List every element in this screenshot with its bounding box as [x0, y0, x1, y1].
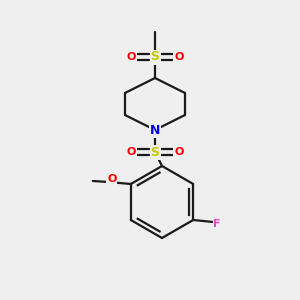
Text: S: S: [151, 146, 160, 158]
Text: O: O: [126, 52, 136, 62]
Text: O: O: [174, 147, 184, 157]
Text: N: N: [150, 124, 160, 136]
Text: O: O: [107, 174, 116, 184]
Text: S: S: [151, 50, 160, 64]
Text: O: O: [126, 147, 136, 157]
Text: F: F: [213, 219, 221, 229]
Text: O: O: [174, 52, 184, 62]
